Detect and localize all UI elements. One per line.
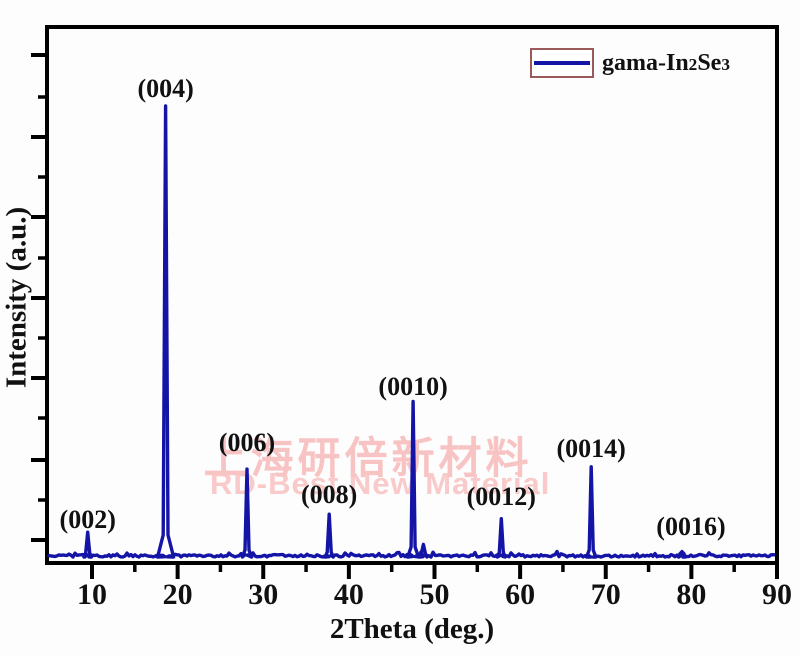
legend-series-label: gama-In2Se3 xyxy=(602,49,730,76)
peak-label-002: (002) xyxy=(59,505,116,534)
y-axis-title: Intensity (a.u.) xyxy=(0,206,33,389)
peak-label-0014: (0014) xyxy=(556,434,626,463)
peak-label-008: (008) xyxy=(301,480,358,509)
x-tick-label-70: 70 xyxy=(590,578,621,611)
legend-swatch-box xyxy=(530,48,594,78)
x-tick-label-80: 80 xyxy=(676,578,707,611)
xrd-trace xyxy=(47,104,776,559)
x-axis-title: 2Theta (deg.) xyxy=(329,613,495,645)
legend-line-sample xyxy=(534,61,590,65)
x-tick-label-50: 50 xyxy=(419,578,450,611)
x-tick-label-20: 20 xyxy=(162,578,193,611)
peak-label-0012: (0012) xyxy=(466,482,536,511)
peak-label-0010: (0010) xyxy=(378,372,448,401)
x-tick-label-10: 10 xyxy=(77,578,107,611)
peak-label-006: (006) xyxy=(218,428,276,457)
legend: gama-In2Se3 xyxy=(530,47,730,79)
x-tick-label-60: 60 xyxy=(505,578,536,611)
peak-label-004: (004) xyxy=(137,74,194,103)
peak-label-0016: (0016) xyxy=(656,512,726,541)
x-tick-label-90: 90 xyxy=(762,578,792,611)
plot-frame xyxy=(45,25,779,565)
x-tick-label-40: 40 xyxy=(333,578,364,611)
x-tick-label-30: 30 xyxy=(248,578,279,611)
